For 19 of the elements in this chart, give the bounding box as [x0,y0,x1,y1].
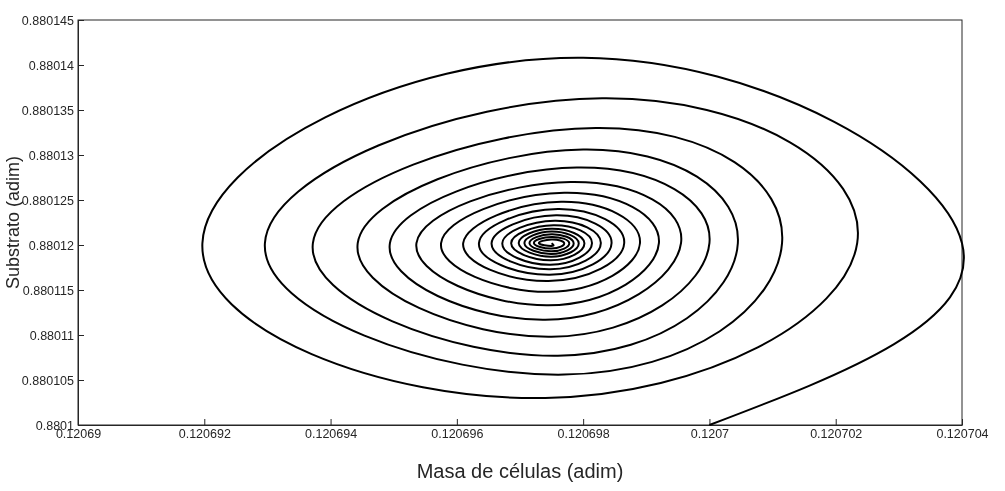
x-tick-label: 0.1207 [690,426,730,441]
y-tick-label: 0.880105 [21,373,75,388]
x-tick-label: 0.120694 [305,426,358,441]
x-tick-label: 0.120702 [810,426,863,441]
y-tick-label: 0.880125 [21,193,75,208]
x-axis-title: Masa de células (adim) [416,460,624,482]
x-tick-label: 0.120698 [557,426,610,441]
x-tick-label: 0.120704 [936,426,989,441]
x-tick-label: 0.120692 [178,426,231,441]
y-tick-label: 0.88012 [28,238,75,253]
y-tick-label: 0.88013 [28,148,75,163]
x-tick-label: 0.120696 [431,426,484,441]
y-tick-label: 0.880145 [21,13,75,28]
y-tick-label: 0.88011 [29,328,75,343]
line-series [201,56,963,426]
y-axis-title: Substrato (adim) [3,155,23,290]
y-tick-label: 0.88014 [28,58,75,73]
y-tick-label: 0.880115 [22,283,75,298]
y-tick-label: 0.880135 [21,103,75,118]
